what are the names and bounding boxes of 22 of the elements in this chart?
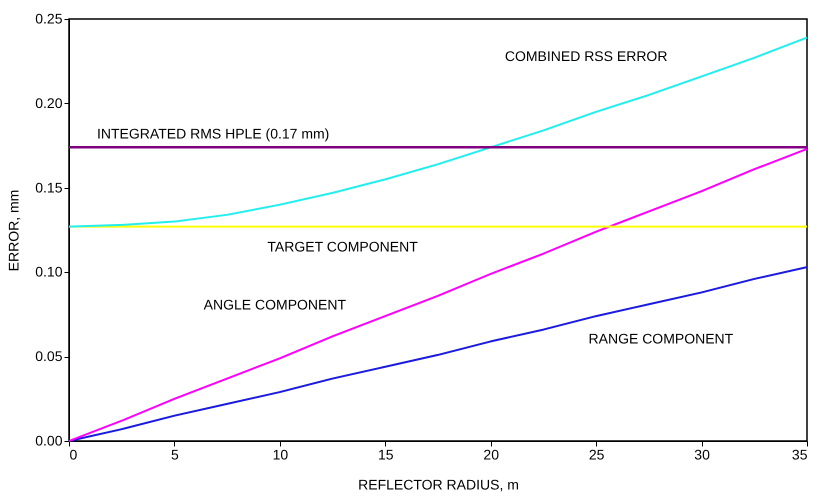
y-tick-label: 0.00: [35, 432, 63, 448]
ref-line-label: INTEGRATED RMS HPLE (0.17 mm): [97, 125, 330, 142]
series-label: ANGLE COMPONENT: [204, 296, 346, 312]
y-tick-label: 0.10: [35, 264, 63, 280]
x-tick-label: 30: [694, 446, 710, 462]
series-label: TARGET COMPONENT: [267, 238, 418, 255]
y-tick-label: 0.25: [35, 10, 63, 26]
y-tick-label: 0.05: [35, 348, 63, 364]
series-label: COMBINED RSS ERROR: [504, 48, 668, 64]
x-tick-label: 35: [792, 446, 808, 462]
series-label: RANGE COMPONENT: [588, 330, 734, 346]
x-tick-label: 25: [588, 446, 605, 462]
x-tick-label: 10: [272, 446, 288, 462]
x-tick-label: 15: [378, 446, 394, 462]
x-axis-title: REFLECTOR RADIUS, m: [358, 476, 519, 492]
x-tick-label: 0: [70, 446, 78, 462]
y-tick-label: 0.15: [35, 179, 63, 196]
line-series: [68, 36, 808, 228]
x-tick-label: 5: [171, 446, 180, 462]
y-tick-label: 0.20: [35, 94, 63, 111]
y-axis-title: ERROR, mm: [5, 190, 22, 272]
x-tick-label: 20: [483, 446, 500, 462]
